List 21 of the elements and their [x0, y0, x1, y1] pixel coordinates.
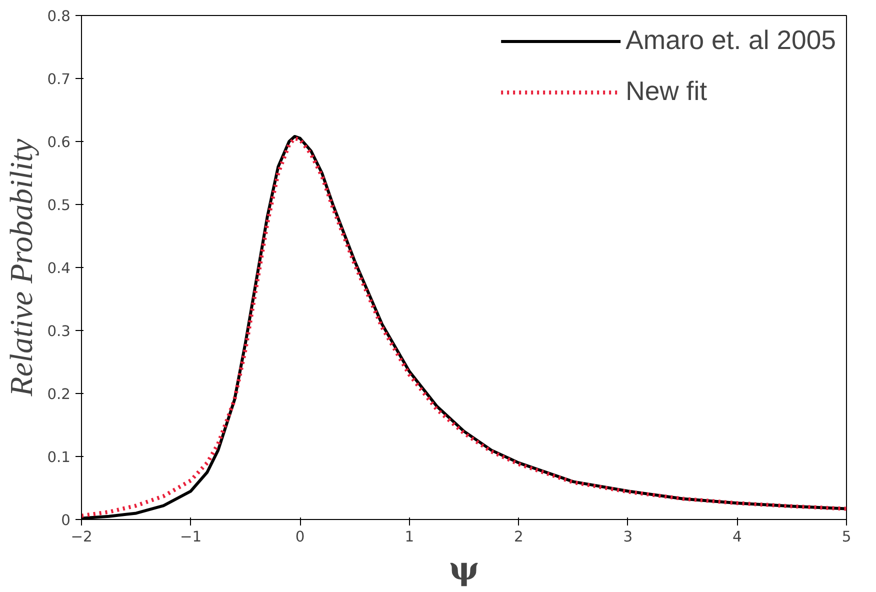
x-tick-label: 3	[623, 528, 633, 546]
x-tick-label: 0	[295, 528, 305, 546]
x-tick-label: −1	[180, 528, 202, 546]
y-tick-label: 0.6	[47, 134, 71, 151]
x-tick-label: 5	[842, 528, 852, 546]
y-tick-label: 0.3	[47, 323, 71, 340]
y-axis-title: Relative Probability	[3, 138, 40, 398]
x-tick-label: 1	[404, 528, 414, 546]
y-tick-label: 0.4	[47, 260, 71, 277]
legend-label: New fit	[626, 76, 708, 107]
y-tick-label: 0.2	[47, 386, 71, 403]
y-tick-label: 0.5	[47, 197, 71, 214]
x-tick-label: 2	[514, 528, 524, 546]
y-tick-label: 0.1	[47, 449, 71, 466]
y-tick-label: 0.7	[47, 71, 71, 88]
x-axis-title: ψ	[448, 550, 480, 588]
y-tick-label: 0.8	[47, 8, 71, 25]
y-tick-label: 0	[61, 512, 71, 529]
legend-label: Amaro et. al 2005	[626, 25, 836, 56]
x-tick-label: 4	[732, 528, 742, 546]
x-tick-label: −2	[70, 528, 92, 546]
